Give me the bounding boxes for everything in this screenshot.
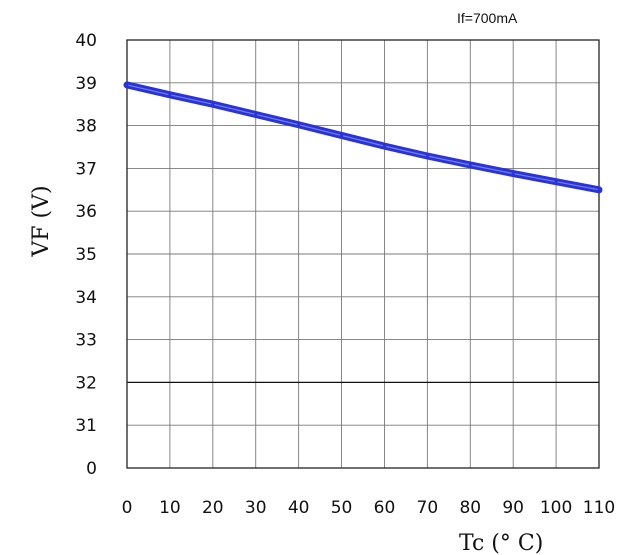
y-tick-label: 38 bbox=[75, 117, 97, 137]
x-tick-label: 30 bbox=[245, 498, 267, 518]
x-tick-label: 70 bbox=[417, 498, 439, 518]
x-tick-label: 60 bbox=[374, 498, 396, 518]
data-point bbox=[297, 123, 301, 127]
data-point bbox=[511, 172, 515, 176]
y-tick-label: 32 bbox=[75, 373, 97, 393]
x-tick-label: 90 bbox=[502, 498, 524, 518]
series-layer bbox=[123, 81, 603, 194]
plot-frame bbox=[126, 39, 600, 469]
x-tick-label: 100 bbox=[540, 498, 572, 518]
y-tick-label: 31 bbox=[75, 416, 97, 436]
data-point bbox=[211, 102, 215, 106]
x-tick-label: 80 bbox=[459, 498, 481, 518]
y-tick-label: 40 bbox=[75, 31, 97, 51]
data-point bbox=[168, 93, 172, 97]
y-tick-labels: 0 31 32 33 34 35 36 37 38 39 40 bbox=[75, 31, 97, 479]
data-point bbox=[554, 180, 558, 184]
data-point bbox=[597, 188, 601, 192]
current-annotation: If=700mA bbox=[457, 10, 518, 26]
x-tick-label: 10 bbox=[159, 498, 181, 518]
y-tick-label: 35 bbox=[75, 245, 97, 265]
data-point bbox=[382, 144, 386, 148]
x-tick-label: 20 bbox=[202, 498, 224, 518]
y-axis-title: VF (V) bbox=[29, 185, 54, 257]
data-point bbox=[125, 83, 129, 87]
x-tick-label: 40 bbox=[288, 498, 310, 518]
y-tick-label: 37 bbox=[75, 159, 97, 179]
y-tick-label: 33 bbox=[75, 331, 97, 351]
y-tick-label: 34 bbox=[75, 288, 97, 308]
x-axis-title: Tc (° C) bbox=[459, 531, 543, 555]
x-tick-label: 0 bbox=[122, 498, 133, 518]
data-point bbox=[468, 163, 472, 167]
horizontal-gridlines bbox=[127, 82, 599, 426]
x-tick-label: 50 bbox=[331, 498, 353, 518]
series-highlight-1 bbox=[126, 84, 600, 191]
y-tick-label: 0 bbox=[86, 459, 97, 479]
y-tick-label: 36 bbox=[75, 202, 97, 222]
data-point bbox=[254, 112, 258, 116]
y-tick-label: 39 bbox=[75, 74, 97, 94]
x-tick-label: 110 bbox=[583, 498, 615, 518]
data-point bbox=[340, 133, 344, 137]
data-point bbox=[425, 154, 429, 158]
x-tick-labels: 0 10 20 30 40 50 60 70 80 90 100 110 bbox=[122, 498, 616, 518]
